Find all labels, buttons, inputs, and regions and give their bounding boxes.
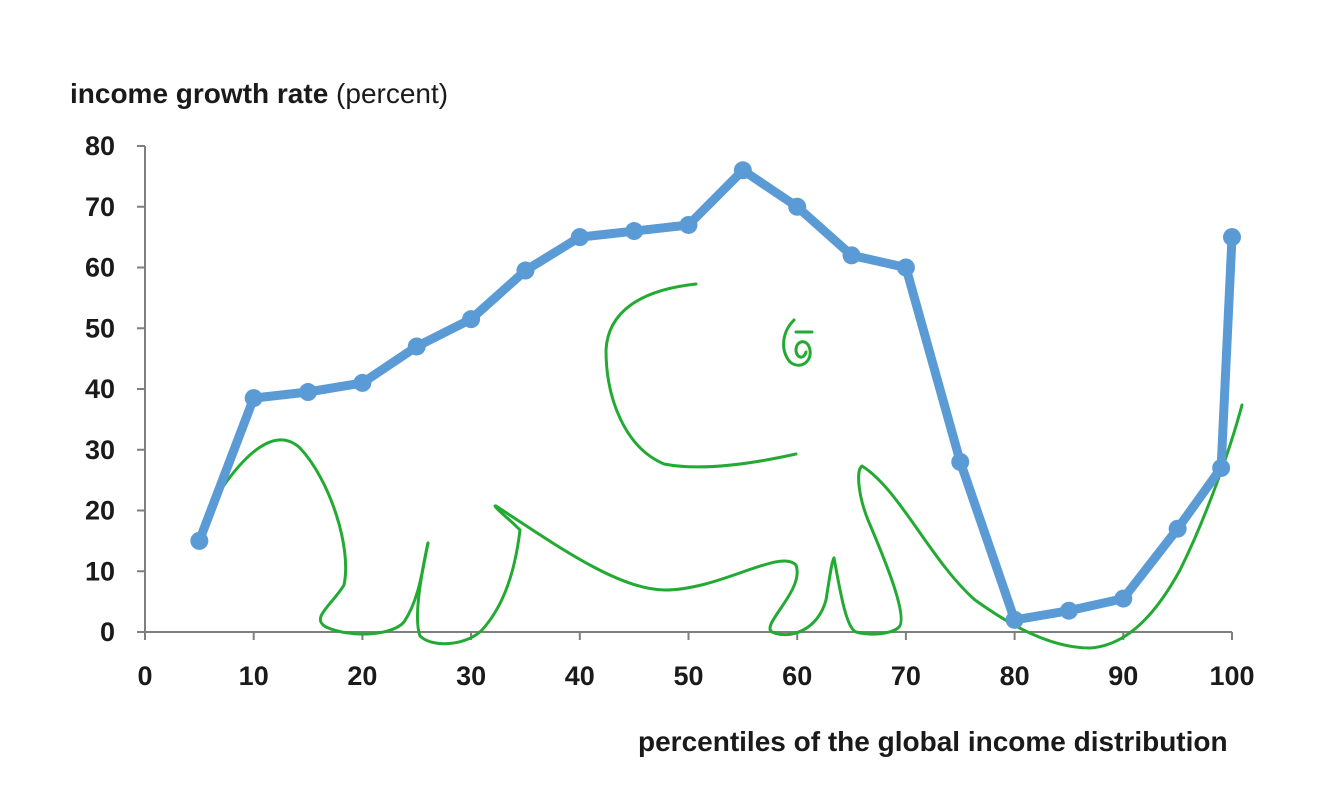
x-tick-label: 80 xyxy=(1000,661,1030,691)
x-axis-label: percentiles of the global income distrib… xyxy=(638,726,1228,757)
data-point xyxy=(1059,601,1078,620)
y-tick-label: 80 xyxy=(85,131,115,161)
data-point xyxy=(733,161,752,180)
data-point xyxy=(407,337,426,356)
data-point xyxy=(516,261,535,280)
x-tick-label: 20 xyxy=(347,661,377,691)
data-point xyxy=(842,246,861,265)
elephant-drawing xyxy=(220,282,1244,650)
y-tick-label: 30 xyxy=(85,435,115,465)
data-point xyxy=(788,197,807,216)
data-point xyxy=(462,310,481,329)
data-series xyxy=(190,161,1241,629)
data-point xyxy=(244,389,263,408)
data-point xyxy=(679,215,698,234)
x-tick-label: 100 xyxy=(1209,661,1254,691)
chart-axes: 0 10 20 30 40 50 60 70 80 0 10 20 30 40 50 60 70 80 90 100 xyxy=(85,131,1255,691)
data-point xyxy=(1114,589,1133,608)
y-tick-label: 60 xyxy=(85,253,115,283)
data-point xyxy=(1223,228,1241,247)
y-tick-label: 70 xyxy=(85,192,115,222)
x-tick-label: 30 xyxy=(456,661,486,691)
x-tick-label: 40 xyxy=(565,661,595,691)
y-tick-label: 10 xyxy=(85,556,115,586)
data-point xyxy=(190,531,209,550)
y-tick-label: 50 xyxy=(85,313,115,343)
data-point xyxy=(1168,519,1187,538)
data-point xyxy=(353,373,372,392)
data-point xyxy=(625,222,644,241)
data-point xyxy=(1005,610,1024,629)
x-tick-label: 10 xyxy=(239,661,269,691)
x-tick-label: 90 xyxy=(1108,661,1138,691)
y-tick-label: 40 xyxy=(85,374,115,404)
y-tick-label: 0 xyxy=(100,617,115,647)
data-point xyxy=(896,258,915,277)
series-line xyxy=(194,165,1237,625)
y-axis-label-unit: (percent) xyxy=(328,78,449,109)
data-point xyxy=(299,383,318,402)
x-tick-label: 50 xyxy=(673,661,703,691)
data-point xyxy=(951,452,970,471)
x-tick-label: 70 xyxy=(891,661,921,691)
data-point xyxy=(1212,458,1231,477)
x-tick-label: 0 xyxy=(137,661,152,691)
x-tick-label: 60 xyxy=(782,661,812,691)
data-point xyxy=(570,228,589,247)
y-axis-label: income growth rate (percent) xyxy=(70,78,448,110)
y-axis-label-bold: income growth rate xyxy=(70,78,329,109)
y-tick-label: 20 xyxy=(85,496,115,526)
